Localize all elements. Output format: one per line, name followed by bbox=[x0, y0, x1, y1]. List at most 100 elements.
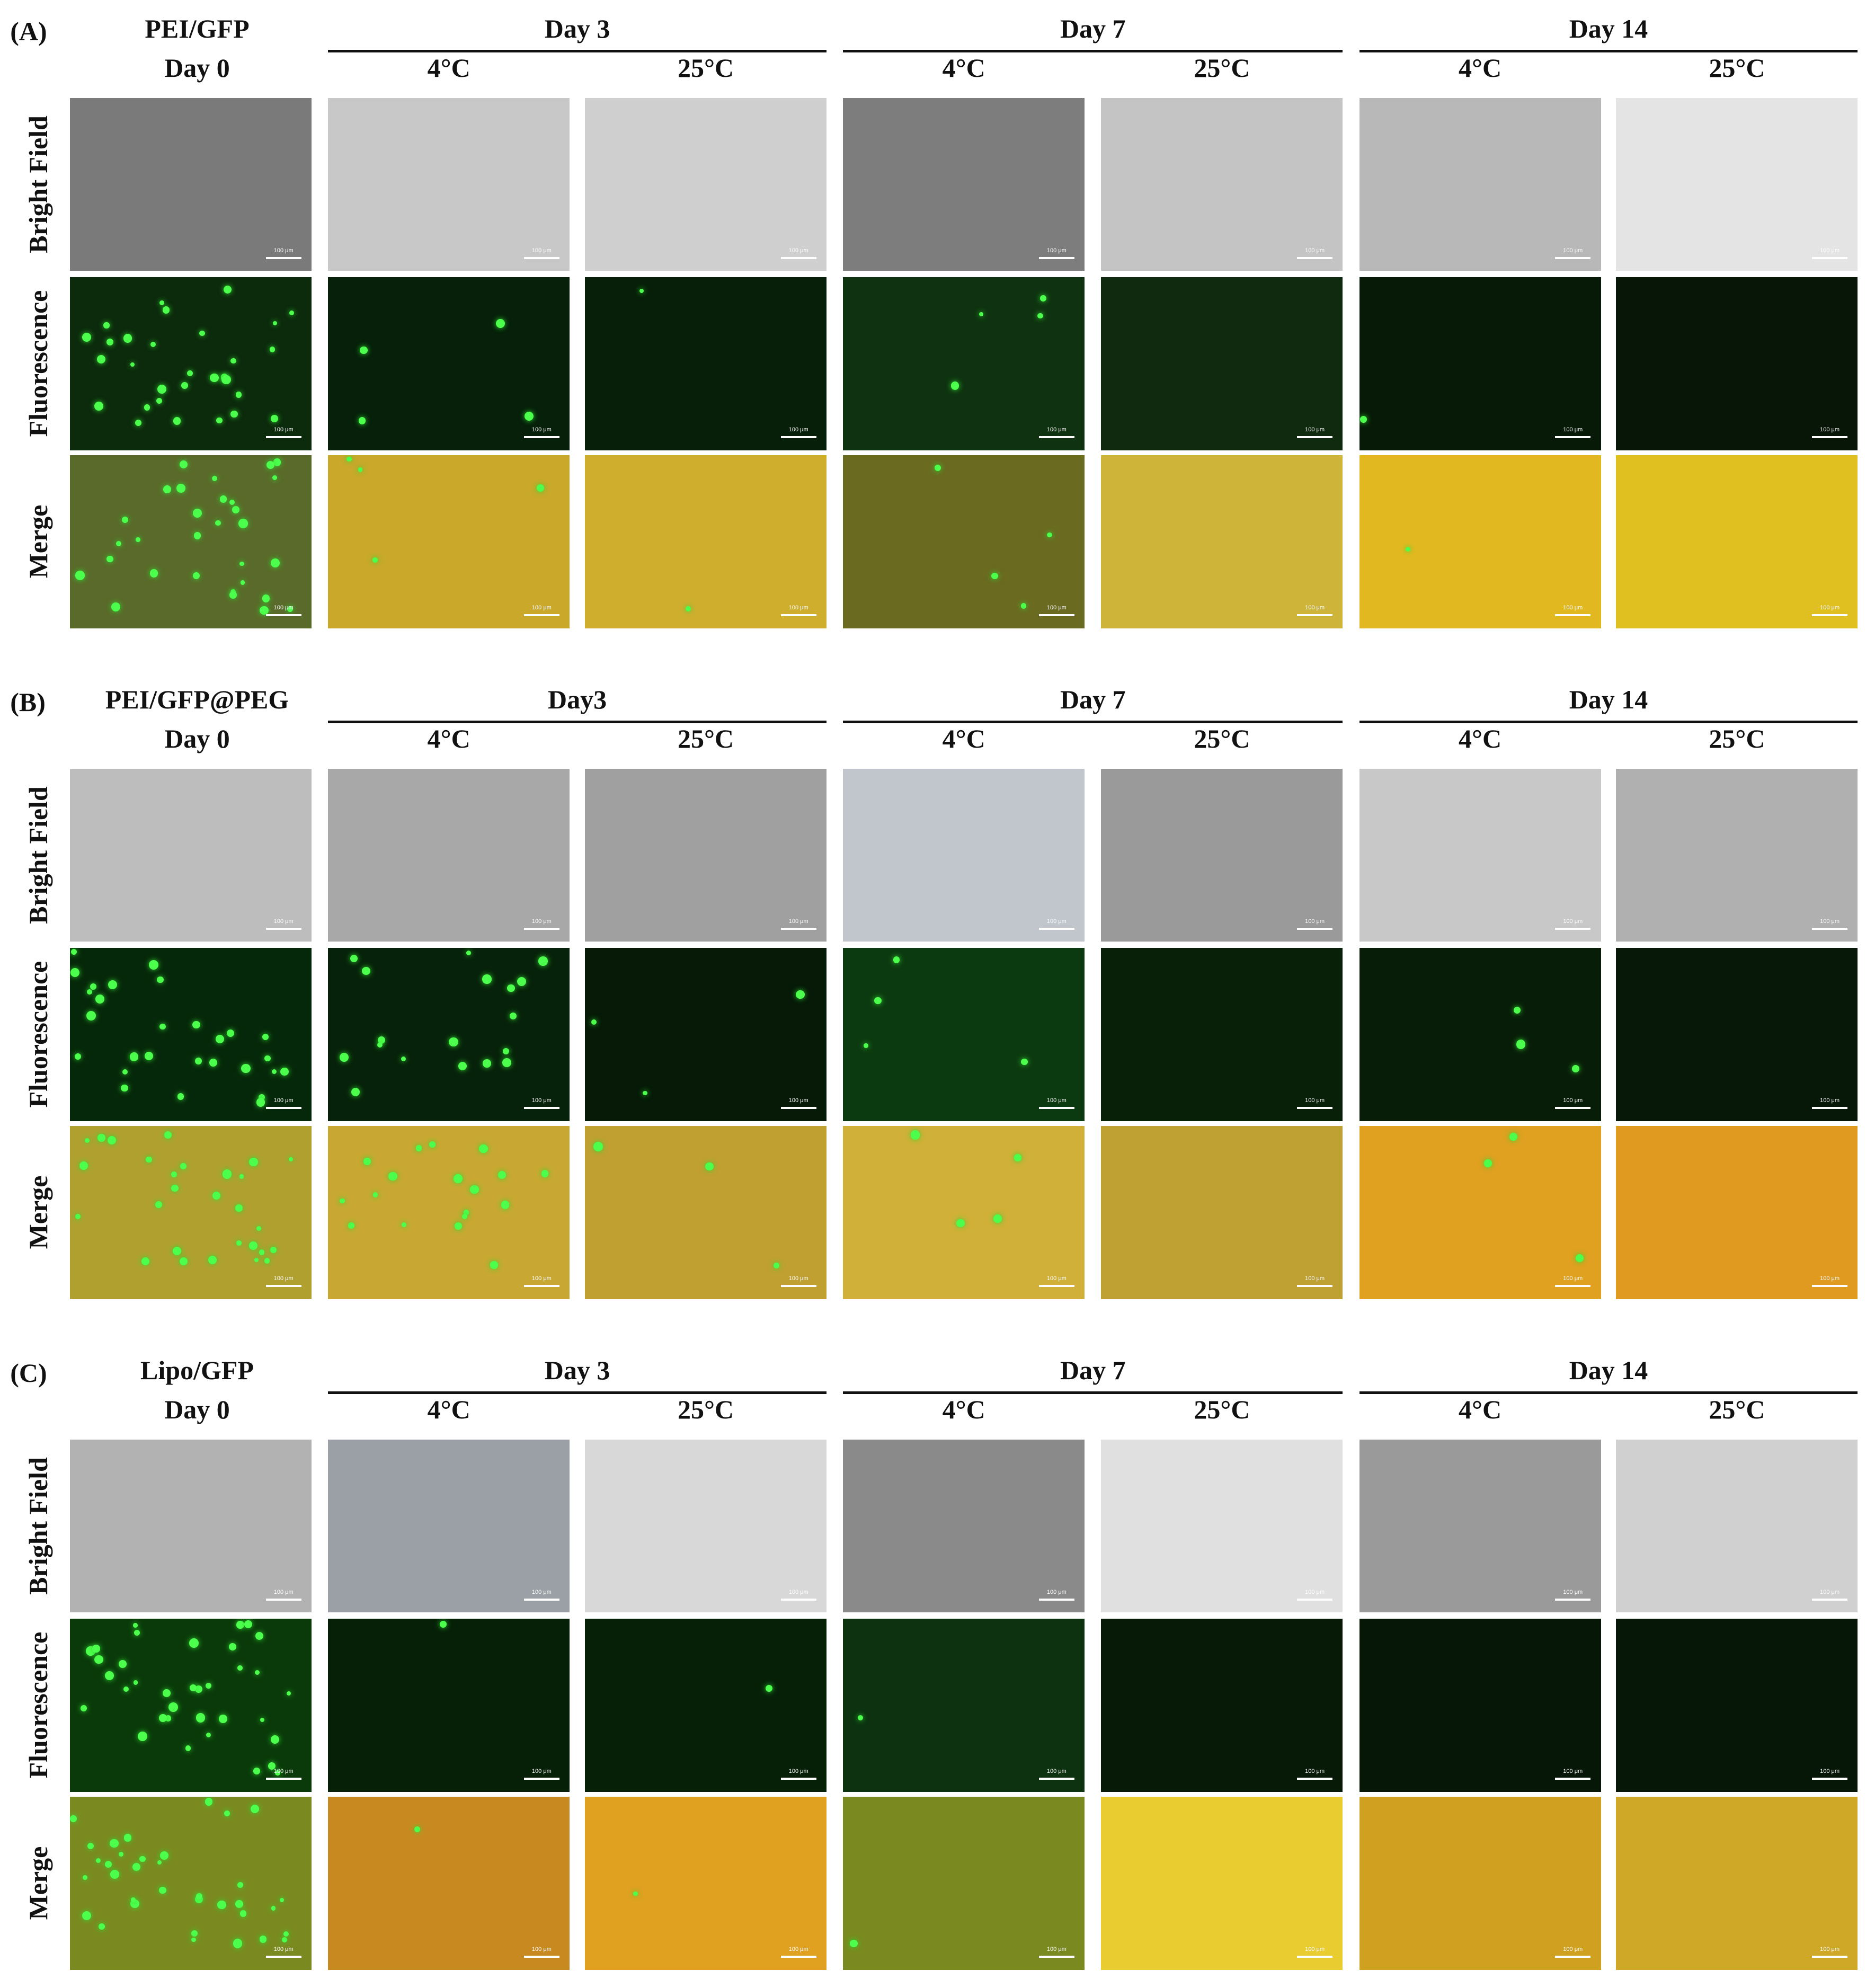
gfp-cell bbox=[272, 475, 278, 480]
gfp-cell bbox=[1572, 1064, 1580, 1073]
gfp-cell bbox=[180, 1257, 188, 1266]
gfp-cell bbox=[222, 1169, 232, 1179]
gfp-cell bbox=[230, 358, 236, 363]
gfp-cell bbox=[209, 1058, 217, 1067]
gfp-cell bbox=[159, 300, 164, 305]
temperature-label: 4°C bbox=[1459, 724, 1502, 754]
gfp-cell bbox=[260, 606, 269, 615]
scale-bar-label: 100 μm bbox=[788, 605, 808, 611]
scale-bar bbox=[265, 1956, 301, 1958]
gfp-cell bbox=[260, 1936, 267, 1943]
gfp-cell bbox=[1484, 1159, 1492, 1167]
gfp-cell bbox=[280, 1067, 289, 1076]
gfp-cell bbox=[239, 1910, 246, 1917]
temperature-label: 4°C bbox=[427, 1395, 470, 1425]
micrograph bbox=[328, 277, 570, 450]
gfp-cell bbox=[470, 1185, 479, 1194]
day-label: Day3 bbox=[548, 684, 607, 714]
gfp-cell bbox=[483, 1059, 492, 1068]
gfp-cell bbox=[351, 1087, 360, 1096]
group-title: Lipo/GFP bbox=[140, 1355, 254, 1385]
gfp-cell bbox=[237, 1665, 243, 1671]
gfp-cell bbox=[108, 980, 117, 989]
gfp-cell bbox=[224, 1810, 230, 1817]
scale-bar bbox=[265, 1778, 301, 1780]
micrograph bbox=[1616, 948, 1858, 1121]
micrograph bbox=[843, 1126, 1085, 1299]
gfp-cell bbox=[453, 1174, 463, 1184]
gfp-cell bbox=[244, 1620, 253, 1629]
gfp-cell bbox=[240, 580, 245, 585]
micrograph bbox=[843, 455, 1085, 628]
micrograph bbox=[1101, 1797, 1343, 1970]
temperature-label: 4°C bbox=[427, 724, 470, 754]
gfp-cell bbox=[238, 519, 248, 528]
gfp-cell bbox=[235, 1204, 243, 1212]
panel-label: (A) bbox=[10, 16, 47, 46]
scale-bar bbox=[523, 1956, 559, 1958]
gfp-cell bbox=[478, 1144, 488, 1153]
gfp-cell bbox=[168, 1702, 179, 1712]
gfp-cell bbox=[95, 1858, 101, 1863]
scale-bar bbox=[780, 1598, 816, 1601]
scale-bar bbox=[523, 927, 559, 930]
micrograph bbox=[585, 455, 827, 628]
scale-bar-label: 100 μm bbox=[1563, 918, 1583, 925]
gfp-cell bbox=[271, 415, 279, 423]
panel-label: (C) bbox=[10, 1357, 47, 1388]
day-underline bbox=[1359, 1391, 1858, 1394]
gfp-cell bbox=[94, 1655, 103, 1664]
gfp-cell bbox=[255, 1631, 264, 1640]
gfp-cell bbox=[159, 1851, 169, 1860]
scale-bar-label: 100 μm bbox=[788, 247, 808, 254]
gfp-cell bbox=[360, 347, 368, 354]
gfp-cell bbox=[524, 411, 534, 421]
gfp-cell bbox=[235, 1900, 244, 1909]
gfp-cell bbox=[191, 1937, 196, 1942]
day-label: Day 14 bbox=[1569, 13, 1648, 43]
micrograph bbox=[1616, 1126, 1858, 1299]
gfp-cell bbox=[226, 1029, 235, 1037]
gfp-cell bbox=[273, 321, 278, 326]
gfp-cell bbox=[171, 1184, 179, 1192]
gfp-cell bbox=[979, 312, 983, 317]
scale-bar bbox=[1297, 1956, 1333, 1958]
scale-bar-label: 100 μm bbox=[1046, 427, 1067, 433]
gfp-cell bbox=[1021, 603, 1027, 609]
gfp-cell bbox=[429, 1141, 436, 1148]
scale-bar-label: 100 μm bbox=[531, 605, 552, 611]
micrograph bbox=[585, 1797, 827, 1970]
scale-bar-label: 100 μm bbox=[273, 1589, 294, 1595]
gfp-cell bbox=[1575, 1254, 1584, 1263]
micrograph bbox=[1359, 97, 1601, 271]
gfp-cell bbox=[232, 506, 239, 514]
gfp-cell bbox=[119, 1851, 124, 1857]
gfp-cell bbox=[256, 1098, 265, 1107]
gfp-cell bbox=[131, 1897, 136, 1902]
gfp-cell bbox=[633, 1891, 638, 1896]
gfp-cell bbox=[156, 397, 163, 404]
temperature-label: 4°C bbox=[1459, 1395, 1502, 1425]
gfp-cell bbox=[1509, 1133, 1518, 1141]
gfp-cell bbox=[133, 1623, 138, 1628]
gfp-cell bbox=[70, 968, 79, 978]
gfp-cell bbox=[249, 1241, 258, 1250]
gfp-cell bbox=[108, 1135, 117, 1144]
gfp-cell bbox=[1359, 415, 1367, 423]
gfp-cell bbox=[1014, 1154, 1021, 1161]
temperature-label: 25°C bbox=[1709, 724, 1765, 754]
gfp-cell bbox=[956, 1219, 965, 1228]
temperature-label: 25°C bbox=[677, 1395, 734, 1425]
gfp-cell bbox=[138, 1732, 147, 1742]
gfp-cell bbox=[133, 1680, 138, 1685]
scale-bar-label: 100 μm bbox=[531, 1589, 552, 1595]
gfp-cell bbox=[271, 1069, 277, 1075]
gfp-cell bbox=[271, 1906, 276, 1911]
micrograph bbox=[1616, 1619, 1858, 1792]
gfp-cell bbox=[910, 1130, 920, 1140]
gfp-cell bbox=[795, 990, 805, 999]
scale-bar-label: 100 μm bbox=[273, 918, 294, 925]
scale-bar bbox=[1812, 1285, 1848, 1288]
gfp-cell bbox=[1406, 546, 1411, 552]
